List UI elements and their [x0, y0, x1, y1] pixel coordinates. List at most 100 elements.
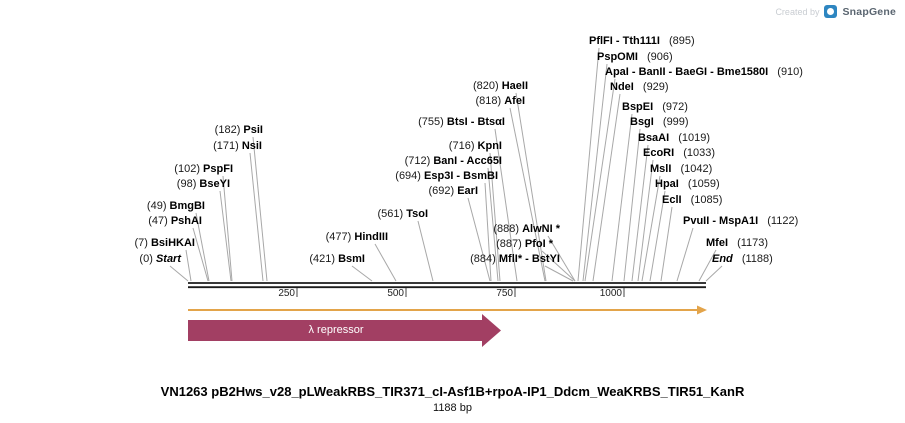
orf-arrowhead: [697, 305, 707, 315]
map-title: VN1263 pB2Hws_v28_pLWeakRBS_TIR371_cI-As…: [160, 384, 745, 399]
site-name: HpaI: [655, 178, 679, 190]
orf-arrow: [188, 305, 707, 315]
map-subtitle: 1188 bp: [433, 402, 472, 414]
site-position: (999): [662, 116, 689, 128]
enzyme-site-label: (182) PsiI: [215, 124, 263, 137]
enzyme-site-label: BspEI (972): [622, 101, 688, 114]
enzyme-site-label: NdeI (929): [610, 81, 669, 94]
site-name: Esp3I - BsmBI: [424, 170, 498, 182]
site-name: BspEI: [622, 101, 654, 113]
site-name: BsiHKAI: [150, 237, 195, 249]
enzyme-site-label: (98) BseYI: [177, 178, 230, 191]
site-position: (182): [214, 124, 241, 136]
connector-line: [705, 265, 723, 282]
snapgene-brand-text: SnapGene: [842, 5, 896, 18]
snapgene-logo-icon: [824, 5, 838, 18]
enzyme-site-label: PflFI - Tth111I (895): [589, 35, 695, 48]
site-position: (1019): [678, 132, 711, 144]
connector-line: [641, 175, 661, 282]
enzyme-site-label: (712) BanI - Acc65I: [405, 155, 502, 168]
connector-line: [631, 144, 649, 282]
site-position: (818): [475, 95, 502, 107]
enzyme-site-label: (755) BtsI - BtsαI: [418, 116, 505, 129]
site-name: PflFI - Tth111I: [589, 35, 660, 47]
enzyme-site-label: (888) AlwNI *: [493, 223, 560, 236]
connector-line: [582, 63, 608, 282]
site-position: (561): [377, 208, 404, 220]
site-name: PfoI *: [524, 238, 553, 250]
site-position: (887): [496, 238, 522, 250]
enzyme-site-label: (561) TsoI: [377, 208, 428, 221]
site-name: BtsI - BtsαI: [446, 116, 505, 128]
connector-line: [547, 235, 576, 282]
connector-line: [219, 190, 232, 282]
connector-line: [195, 212, 210, 282]
site-position: (1033): [683, 147, 716, 159]
enzyme-site-label: MfeI (1173): [706, 237, 768, 250]
enzyme-site-label: ApaI - BanII - BaeGI - Bme1580I (910): [605, 66, 803, 79]
enzyme-site-label: MslI (1042): [650, 163, 712, 176]
site-position: (1059): [687, 178, 720, 190]
connector-line: [584, 78, 616, 282]
enzyme-site-label: EclI (1085): [662, 194, 722, 207]
connector-line: [222, 175, 233, 282]
enzyme-site-label: (692) EarI: [428, 185, 478, 198]
site-name: KpnI: [477, 140, 502, 152]
site-position: (906): [647, 51, 673, 63]
site-position: (171): [213, 140, 239, 152]
site-name: PvuII - MspA1I: [683, 215, 759, 227]
connector-line: [515, 92, 547, 282]
site-name: EarI: [457, 185, 478, 197]
site-position: (895): [668, 35, 695, 47]
created-by-text: Created by: [775, 6, 820, 17]
enzyme-site-label: HpaI (1059): [655, 178, 720, 191]
site-name: ApaI - BanII - BaeGI - Bme1580I: [605, 66, 769, 78]
ruler-label-500: 500: [387, 288, 404, 299]
enzyme-site-label: BsgI (999): [630, 116, 689, 129]
connector-line: [494, 128, 518, 282]
site-name: MslI: [650, 163, 672, 175]
site-name: HindIII: [354, 231, 388, 243]
site-position: (477): [325, 231, 352, 243]
connector-line: [623, 128, 641, 282]
site-position: (7): [134, 237, 148, 249]
connector-line: [192, 227, 209, 282]
connector-line: [660, 206, 673, 282]
enzyme-site-label: (421) BsmI: [309, 253, 365, 266]
connector-line: [676, 227, 694, 282]
enzyme-site-label: (477) HindIII: [326, 231, 388, 244]
connector-line: [489, 152, 501, 282]
site-name: BanI - Acc65I: [433, 155, 502, 167]
connector-line: [698, 249, 717, 282]
site-position: (692): [428, 185, 455, 197]
enzyme-site-label: (887) PfoI *: [496, 238, 553, 251]
site-name: NsiI: [241, 140, 262, 152]
site-name: PspOMI: [597, 51, 638, 63]
connector-line: [544, 265, 574, 282]
ruler-ticks: [296, 288, 625, 297]
site-name: BmgBI: [169, 200, 205, 212]
sequence-end-label: End (1188): [712, 253, 773, 266]
connector-line: [484, 182, 492, 282]
sequence-backbone: [188, 282, 706, 289]
site-position: (910): [777, 66, 803, 78]
site-name: EclI: [662, 194, 682, 206]
connector-line: [351, 265, 373, 282]
sequence-start-label: (0) Start: [139, 253, 181, 266]
site-name: BsmI: [338, 253, 365, 265]
site-name: EcoRI: [643, 147, 675, 159]
enzyme-site-label: PvuII - MspA1I (1122): [683, 215, 798, 228]
connector-line: [417, 220, 434, 282]
connector-lines: [169, 47, 723, 282]
ruler-label-750: 750: [496, 288, 513, 299]
connector-line: [467, 197, 491, 282]
site-position: (421): [309, 253, 336, 265]
site-name: BseYI: [199, 178, 230, 190]
connector-line: [374, 243, 397, 282]
ruler-label-250: 250: [278, 288, 295, 299]
enzyme-site-label: (47) PshAI: [148, 215, 202, 228]
enzyme-site-label: (716) KpnI: [449, 140, 502, 153]
site-position: (49): [146, 200, 167, 212]
site-position: (1173): [737, 237, 769, 249]
feature-arrow: [188, 314, 501, 347]
